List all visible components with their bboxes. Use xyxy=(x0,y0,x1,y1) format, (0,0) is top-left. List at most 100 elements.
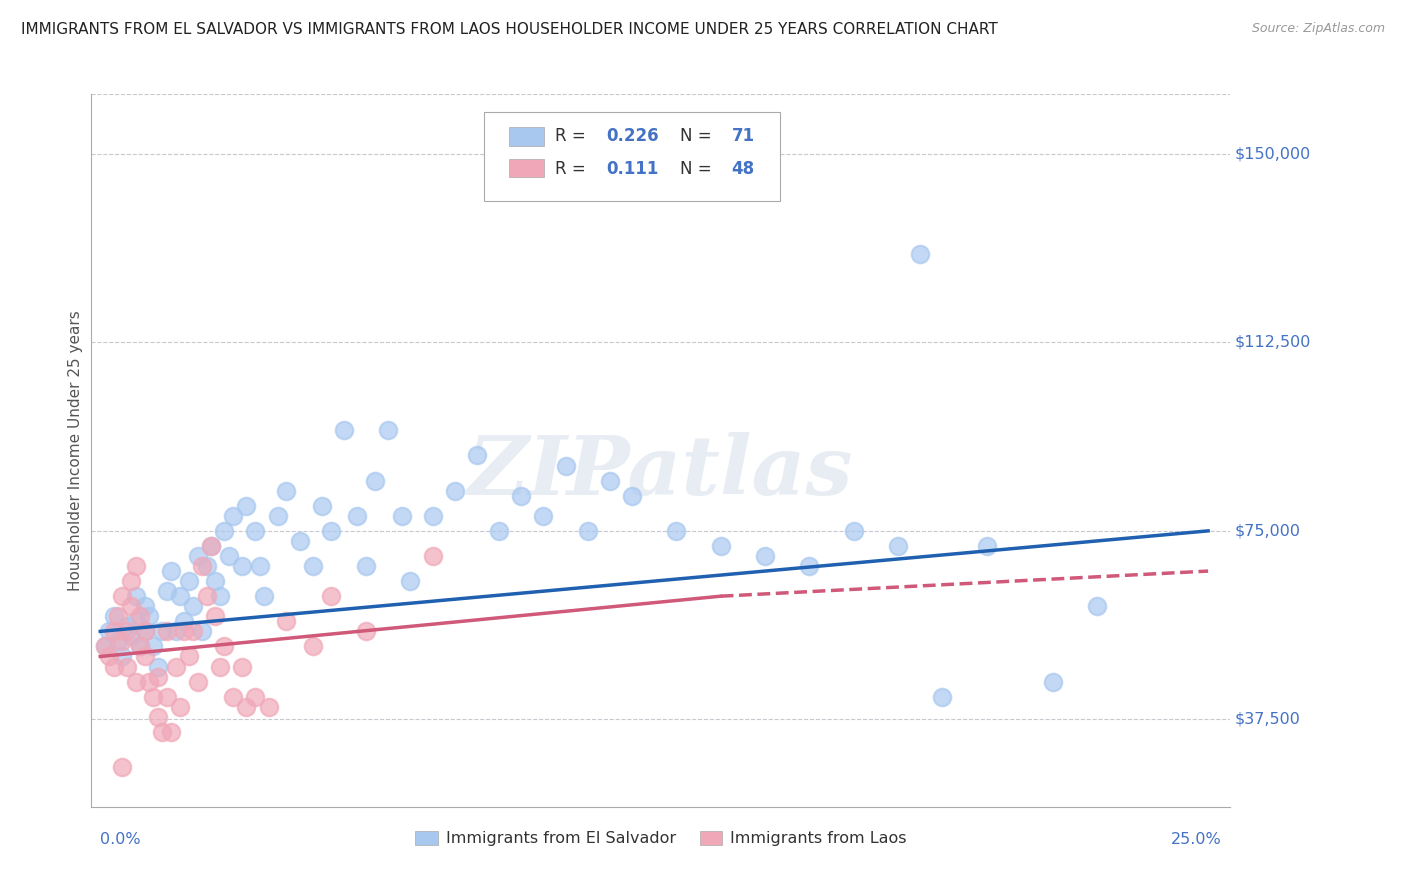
Point xyxy=(311,499,333,513)
Point xyxy=(93,640,115,654)
Point xyxy=(195,589,218,603)
Text: 71: 71 xyxy=(731,128,755,145)
Text: 25.0%: 25.0% xyxy=(1171,832,1222,847)
Point xyxy=(191,624,214,639)
Text: R =: R = xyxy=(555,128,591,145)
Point xyxy=(156,690,179,704)
Point xyxy=(111,634,134,648)
Point xyxy=(125,674,148,689)
Point xyxy=(245,690,267,704)
Text: $112,500: $112,500 xyxy=(1234,334,1310,350)
Point xyxy=(129,640,152,654)
Point xyxy=(195,559,218,574)
Text: Source: ZipAtlas.com: Source: ZipAtlas.com xyxy=(1251,22,1385,36)
Point xyxy=(138,674,160,689)
Point xyxy=(150,724,173,739)
Point xyxy=(599,474,621,488)
Point xyxy=(200,539,222,553)
Point xyxy=(266,508,288,523)
FancyBboxPatch shape xyxy=(509,159,544,178)
Point xyxy=(576,524,599,538)
Point xyxy=(218,549,240,563)
Point xyxy=(364,474,387,488)
Point xyxy=(142,640,165,654)
Point xyxy=(200,539,222,553)
Point xyxy=(160,564,183,578)
Point xyxy=(554,458,576,473)
Text: 48: 48 xyxy=(731,160,755,178)
Text: $37,500: $37,500 xyxy=(1234,712,1301,727)
Point xyxy=(443,483,465,498)
Point xyxy=(249,559,271,574)
Point xyxy=(976,539,998,553)
Point xyxy=(422,508,444,523)
Point xyxy=(222,508,245,523)
Point xyxy=(399,574,422,588)
Text: $150,000: $150,000 xyxy=(1234,146,1310,161)
Point xyxy=(129,640,152,654)
Point xyxy=(531,508,554,523)
Point xyxy=(103,609,125,624)
Point xyxy=(887,539,910,553)
Point xyxy=(257,699,280,714)
Point xyxy=(391,508,413,523)
Point xyxy=(222,690,245,704)
Point xyxy=(354,559,377,574)
Point xyxy=(125,589,148,603)
Point xyxy=(187,549,209,563)
Point xyxy=(665,524,688,538)
Point xyxy=(288,533,311,548)
Point xyxy=(111,649,134,664)
Point xyxy=(302,640,325,654)
Point xyxy=(488,524,510,538)
Point xyxy=(319,524,342,538)
Point xyxy=(165,624,187,639)
Point xyxy=(191,559,214,574)
Point xyxy=(142,690,165,704)
Point xyxy=(319,589,342,603)
Point xyxy=(908,247,931,261)
Point xyxy=(120,574,142,588)
Point xyxy=(187,674,209,689)
Point xyxy=(181,624,204,639)
Point xyxy=(115,659,138,673)
FancyBboxPatch shape xyxy=(484,112,780,201)
Point xyxy=(173,624,195,639)
Point xyxy=(253,589,276,603)
Point xyxy=(125,559,148,574)
Text: R =: R = xyxy=(555,160,596,178)
Point xyxy=(169,589,191,603)
Point xyxy=(150,624,173,639)
Text: N =: N = xyxy=(681,128,717,145)
Point xyxy=(204,609,226,624)
Point xyxy=(146,710,169,724)
Point xyxy=(208,589,231,603)
Point xyxy=(107,609,129,624)
Point xyxy=(465,449,488,463)
Point xyxy=(125,615,148,629)
Point xyxy=(354,624,377,639)
Point xyxy=(146,659,169,673)
Point xyxy=(510,489,533,503)
Point xyxy=(276,615,298,629)
Point xyxy=(156,624,179,639)
Point xyxy=(276,483,298,498)
Point xyxy=(115,619,138,633)
Point xyxy=(134,624,156,639)
Point xyxy=(931,690,953,704)
Point xyxy=(1042,674,1064,689)
Point xyxy=(621,489,644,503)
Point xyxy=(111,589,134,603)
Point xyxy=(302,559,325,574)
Point xyxy=(181,599,204,614)
Point xyxy=(422,549,444,563)
Point xyxy=(111,760,134,774)
Point xyxy=(799,559,821,574)
Point xyxy=(160,724,183,739)
Text: 0.111: 0.111 xyxy=(606,160,658,178)
Point xyxy=(120,629,142,643)
Point xyxy=(204,574,226,588)
Text: N =: N = xyxy=(681,160,717,178)
Point xyxy=(138,609,160,624)
Point xyxy=(842,524,865,538)
